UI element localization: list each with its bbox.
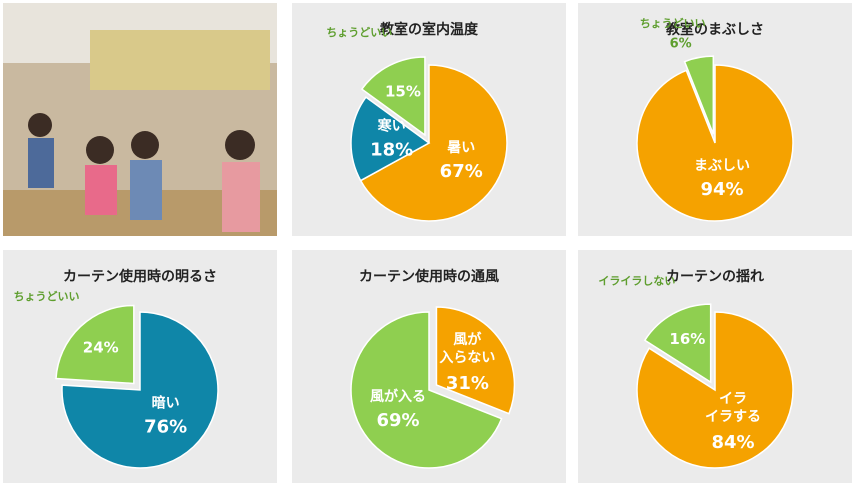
slice-name-line: 入らない xyxy=(439,350,495,366)
chart-title: カーテン使用時の通風 xyxy=(359,268,499,285)
data-label: 18% xyxy=(370,140,413,161)
data-label: 16% xyxy=(669,330,705,348)
slice-name: 暑い xyxy=(447,140,475,156)
pie-slice xyxy=(636,311,794,469)
pie-slice xyxy=(683,55,715,135)
chart-title: 教室の室内温度 xyxy=(380,21,479,38)
slice-name: 風が入る xyxy=(370,388,426,405)
data-label: 84% xyxy=(711,432,754,453)
slice-name: ちょうどいい xyxy=(13,290,79,303)
slice-name: ちょうどいい xyxy=(326,26,392,39)
data-label: 67% xyxy=(440,161,483,182)
slice-name-line: イラする xyxy=(705,409,761,425)
pie-slice xyxy=(435,306,516,415)
slice-name: 寒い xyxy=(378,118,406,135)
pie-slice xyxy=(636,64,794,222)
data-label: 76% xyxy=(144,416,187,437)
slice-name: イライラする xyxy=(705,391,761,425)
pie-slice xyxy=(359,64,508,222)
pie-slice xyxy=(360,56,426,137)
data-label: 6% xyxy=(670,36,692,51)
pie-slice xyxy=(350,96,431,182)
photo xyxy=(3,3,277,236)
chart-title: カーテンの揺れ xyxy=(666,268,764,285)
pie-slice xyxy=(350,311,503,469)
slice-name: まぶしい xyxy=(694,158,750,174)
chart-title: カーテン使用時の明るさ xyxy=(63,268,217,285)
data-label: 31% xyxy=(446,373,489,394)
pie-slice xyxy=(55,304,135,385)
slice-name: イライラしない xyxy=(598,275,675,288)
pie-slice xyxy=(643,303,712,384)
slice-name: 暗い xyxy=(152,394,180,411)
slice-name: 風が入らない xyxy=(439,331,495,366)
slice-name-line: 風が xyxy=(453,331,482,348)
chart-title: 教室のまぶしさ xyxy=(666,21,764,38)
slice-name-line: イラ xyxy=(719,391,747,407)
slice-name: ちょうどいい xyxy=(640,17,706,30)
data-label: 24% xyxy=(83,339,119,357)
data-label: 15% xyxy=(385,82,421,100)
data-label: 94% xyxy=(700,179,743,200)
pie-slice xyxy=(61,311,219,469)
data-label: 69% xyxy=(376,410,419,431)
